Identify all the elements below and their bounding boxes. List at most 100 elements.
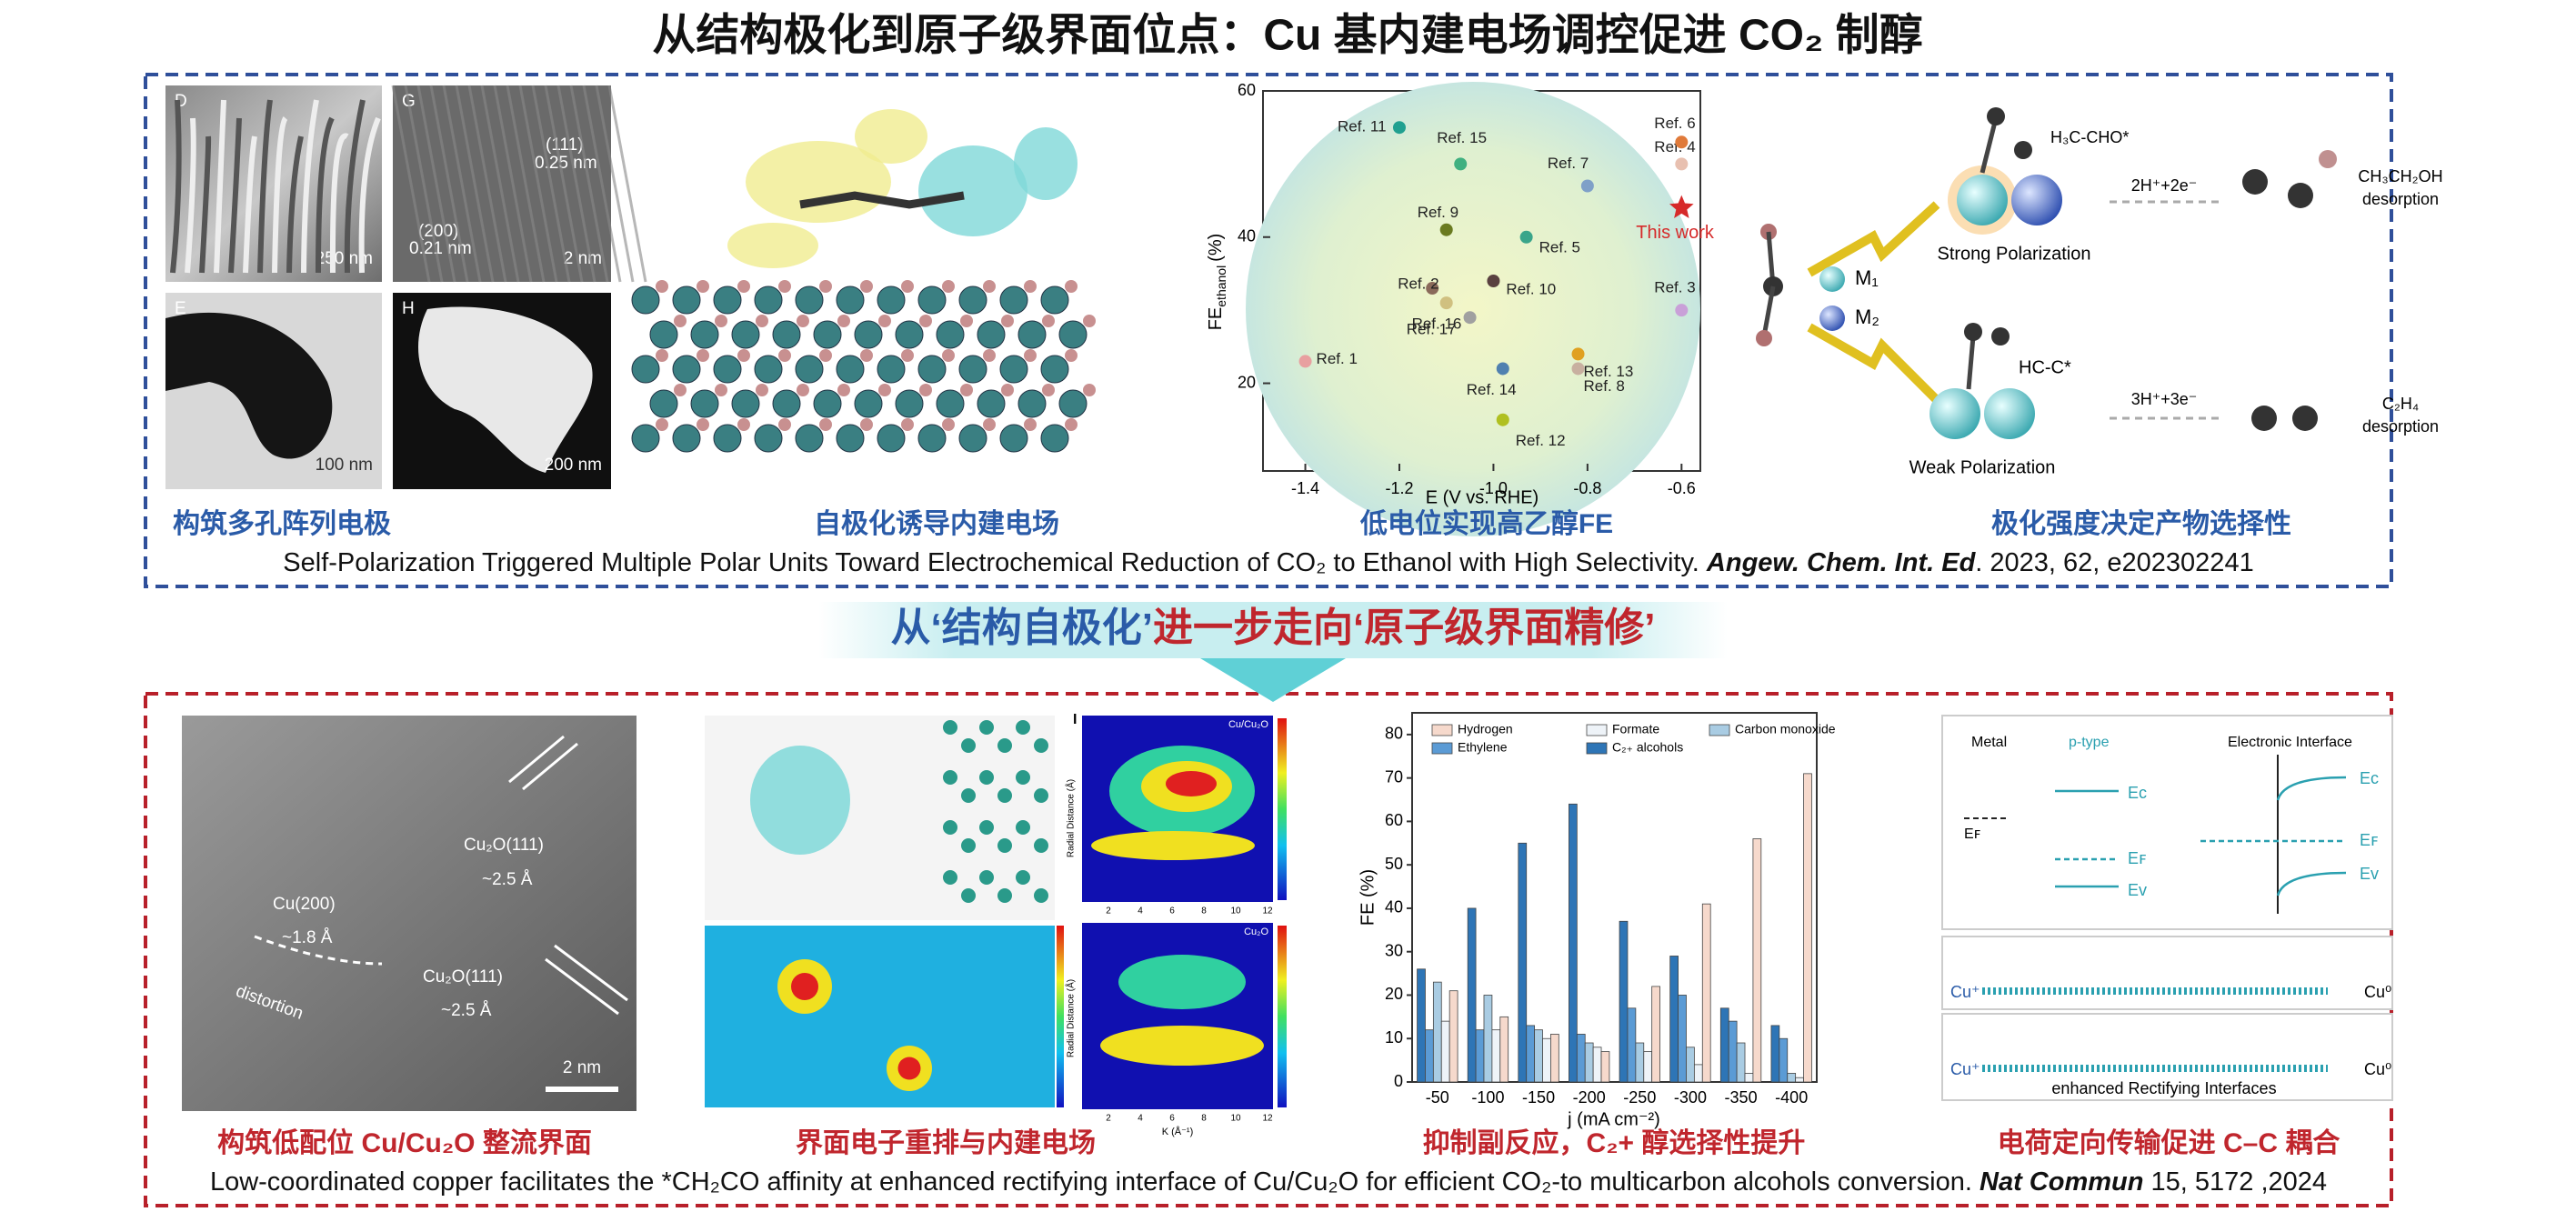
cu-atom [1058, 389, 1088, 418]
site-label: Cu⁰ [2364, 983, 2391, 1001]
pink-atom [797, 384, 809, 396]
bar [1425, 1029, 1434, 1083]
pink-atom [697, 418, 709, 431]
lattice-fringe [455, 85, 495, 283]
cu-atom [961, 738, 976, 753]
x-tick-label: -250 [1623, 1088, 1656, 1107]
point-label: Ref. 15 [1437, 129, 1487, 146]
band-label: Eᴠ [2360, 865, 2379, 883]
cu-atom [754, 285, 783, 315]
citation: Low-coordinated copper facilitates the *… [210, 1167, 2327, 1197]
cu-atom [1034, 738, 1048, 753]
citation: Self-Polarization Triggered Multiple Pol… [283, 548, 2253, 577]
bar [1635, 1042, 1645, 1083]
y-label-unit: (%) [1206, 234, 1226, 262]
pink-atom [737, 280, 750, 293]
x-tick-label: 8 [1201, 906, 1207, 916]
cu-atom [713, 424, 742, 453]
point [1669, 195, 1694, 218]
nanorod [170, 99, 182, 274]
lattice-fringe [391, 85, 431, 283]
wt-contour [1166, 771, 1217, 796]
lattice-fringe [556, 85, 596, 283]
cu-atom [672, 355, 701, 384]
scale-label: 200 nm [545, 456, 602, 475]
point [1496, 362, 1509, 376]
bar [1678, 995, 1687, 1083]
x-tick-label: 2 [1106, 1114, 1111, 1124]
bar [1744, 1073, 1754, 1083]
x-tick-label: -1.4 [1291, 479, 1319, 497]
cu-atom [943, 820, 957, 835]
cu-atom [731, 320, 760, 349]
x-tick-label: -50 [1426, 1088, 1449, 1107]
atom [2319, 150, 2337, 168]
point [1675, 157, 1689, 171]
cu-atom [877, 355, 906, 384]
band-edge [2276, 776, 2347, 801]
wt-map [1082, 923, 1273, 1109]
map-label: Cu/Cu₂O [1228, 719, 1268, 730]
bar [1779, 1037, 1789, 1083]
plane-label: (200) [418, 222, 458, 241]
nanorod [344, 99, 366, 274]
site-label: Cu⁰ [2364, 1060, 2391, 1078]
point-label: Ref. 5 [1539, 238, 1580, 255]
citation-details: 15, 5172 ,2024 [2143, 1167, 2327, 1197]
bar [1669, 956, 1679, 1083]
cu-atom [731, 389, 760, 418]
pink-atom [919, 384, 932, 396]
pink-atom [715, 384, 727, 396]
bar [1752, 838, 1762, 1083]
point [1496, 413, 1509, 426]
pink-atom [715, 315, 727, 327]
legend-swatch [1586, 724, 1608, 736]
pink-atom [697, 349, 709, 362]
pink-atom [919, 315, 932, 327]
point [1580, 179, 1594, 193]
bar [1432, 981, 1442, 1083]
panel-letter: I [1073, 712, 1077, 727]
cu-atom [836, 424, 865, 453]
y-tick-label: 40 [1238, 227, 1256, 245]
x-tick-label: -0.6 [1668, 479, 1696, 497]
elf-core [791, 973, 818, 1000]
atom [1756, 330, 1772, 346]
m2-sphere [2011, 175, 2062, 225]
arrow-weak [1807, 323, 1940, 404]
pink-atom [1042, 315, 1055, 327]
x-tick-label: 4 [1138, 906, 1143, 916]
cu-atom [754, 355, 783, 384]
haadf-particle [418, 306, 593, 473]
cu-atom [672, 285, 701, 315]
cu-atom [1040, 355, 1069, 384]
site-label: Cu⁺ [1950, 983, 1980, 1001]
citation-text: Self-Polarization Triggered Multiple Pol… [283, 548, 1707, 577]
cu-atom [772, 320, 801, 349]
bar [1475, 1029, 1485, 1083]
point [1463, 311, 1477, 325]
bar [1651, 986, 1660, 1083]
lattice-fringe [518, 85, 558, 283]
atom [2014, 141, 2032, 159]
nanorod [316, 116, 335, 274]
tem-particle [165, 312, 333, 459]
nanorod [329, 133, 349, 274]
legend-text: Ethylene [1458, 740, 1508, 755]
y-axis-label: Radial Distance (Å) [1065, 779, 1077, 857]
cu-atom [979, 720, 994, 735]
banner-band [818, 602, 1728, 658]
atom [1991, 327, 2010, 346]
x-axis-label: j (mA cm⁻²) [1567, 1109, 1660, 1129]
pink-atom [674, 315, 687, 327]
wt-contour [1091, 831, 1255, 860]
point-label: Ref. 13 [1584, 363, 1634, 380]
spacing-label: ~1.8 Å [282, 928, 333, 947]
y-tick-label: 10 [1385, 1028, 1403, 1047]
legend-ball [1819, 266, 1845, 292]
bar-chart: FE (%) j (mA cm⁻²) 0 10 20 30 40 50 60 70 80 -50 -… [1358, 712, 1836, 1129]
pink-atom [901, 280, 914, 293]
band-label: Eꜰ [1964, 826, 1981, 842]
cu-atom [836, 355, 865, 384]
pink-atom [960, 384, 973, 396]
